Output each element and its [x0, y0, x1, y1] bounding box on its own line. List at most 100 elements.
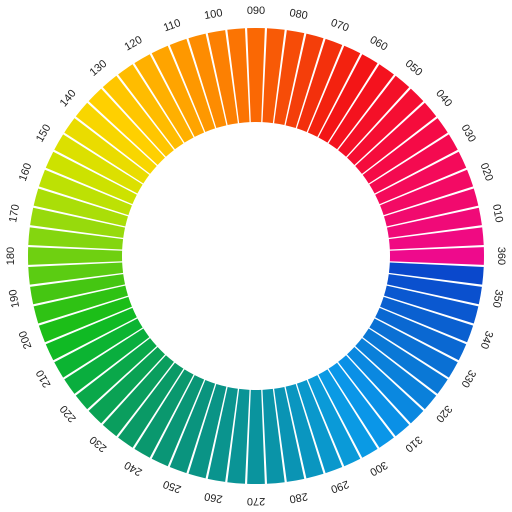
- angle-label-050: 050: [403, 58, 425, 79]
- color-segment-245: [151, 375, 205, 467]
- color-segment-240: [134, 369, 194, 458]
- angle-label-160: 160: [17, 161, 35, 182]
- color-segment-275: [262, 388, 285, 484]
- color-segment-305: [328, 362, 394, 448]
- angle-label-010: 010: [490, 203, 505, 223]
- angle-label-140: 140: [58, 88, 79, 110]
- color-segment-200: [38, 296, 132, 343]
- color-wheel-segments: [28, 28, 484, 484]
- color-segment-60: [318, 54, 378, 143]
- angle-label-290: 290: [329, 478, 350, 496]
- color-segment-185: [28, 262, 124, 285]
- color-segment-290: [296, 380, 343, 474]
- color-segment-30: [369, 134, 458, 194]
- color-segment-180: [28, 247, 123, 265]
- color-segment-190: [30, 274, 126, 305]
- color-segment-105: [188, 33, 227, 129]
- color-segment-25: [375, 151, 467, 205]
- angle-label-210: 210: [34, 368, 54, 390]
- angle-label-350: 350: [490, 288, 505, 308]
- color-segment-210: [54, 318, 143, 378]
- color-segment-215: [64, 328, 150, 394]
- color-segment-110: [169, 38, 216, 132]
- color-segment-95: [227, 28, 250, 124]
- angle-label-040: 040: [433, 88, 454, 110]
- color-segment-160: [38, 169, 132, 216]
- color-segment-125: [118, 64, 184, 150]
- angle-label-020: 020: [478, 161, 496, 182]
- color-segment-55: [328, 64, 394, 150]
- angle-label-090: 090: [247, 5, 265, 17]
- color-segment-310: [338, 355, 410, 437]
- color-segment-145: [64, 118, 150, 184]
- color-segment-255: [188, 383, 227, 479]
- angle-label-130: 130: [88, 58, 110, 79]
- color-segment-315: [347, 347, 424, 424]
- color-segment-340: [380, 296, 474, 343]
- angle-label-300: 300: [368, 458, 390, 478]
- angle-label-310: 310: [403, 433, 425, 454]
- color-segment-65: [307, 45, 361, 137]
- angle-label-110: 110: [162, 17, 183, 34]
- color-segment-220: [75, 338, 157, 410]
- color-segment-140: [75, 102, 157, 174]
- color-segment-150: [54, 134, 143, 194]
- angle-label-180: 180: [5, 247, 17, 265]
- color-segment-345: [383, 285, 479, 324]
- color-segment-85: [262, 28, 285, 124]
- color-segment-70: [296, 38, 343, 132]
- color-segment-285: [285, 383, 324, 479]
- color-segment-330: [369, 318, 458, 378]
- angle-label-190: 190: [7, 288, 22, 308]
- angle-label-030: 030: [458, 123, 478, 145]
- color-segment-350: [386, 274, 482, 305]
- color-segment-295: [307, 375, 361, 467]
- angle-label-320: 320: [433, 403, 454, 425]
- angle-label-200: 200: [17, 329, 35, 350]
- color-segment-5: [388, 227, 484, 250]
- color-segment-35: [362, 118, 448, 184]
- color-segment-40: [355, 102, 437, 174]
- color-segment-355: [388, 262, 484, 285]
- color-segment-135: [88, 88, 165, 165]
- angle-label-070: 070: [329, 17, 350, 35]
- color-segment-360: [389, 247, 484, 265]
- angle-label-250: 250: [161, 478, 182, 496]
- color-segment-100: [207, 30, 238, 126]
- color-segment-45: [347, 88, 424, 165]
- angle-label-120: 120: [123, 34, 145, 54]
- color-segment-165: [33, 188, 129, 227]
- color-segment-325: [362, 328, 448, 394]
- angle-label-230: 230: [88, 433, 110, 454]
- angle-label-080: 080: [288, 7, 308, 22]
- color-segment-250: [169, 380, 216, 474]
- angle-label-240: 240: [123, 458, 145, 478]
- angle-label-270: 270: [247, 495, 265, 507]
- color-segment-90: [247, 28, 265, 123]
- color-segment-280: [274, 386, 305, 482]
- color-segment-175: [28, 227, 124, 250]
- color-segment-270: [247, 389, 265, 484]
- color-segment-20: [380, 169, 474, 216]
- color-segment-205: [45, 307, 137, 361]
- color-segment-80: [274, 30, 305, 126]
- color-segment-320: [355, 338, 437, 410]
- angle-label-260: 260: [203, 490, 223, 505]
- color-segment-225: [88, 347, 165, 424]
- color-segment-195: [33, 285, 129, 324]
- color-segment-10: [386, 207, 482, 238]
- angle-label-060: 060: [368, 34, 390, 54]
- angle-label-340: 340: [478, 329, 496, 350]
- color-segment-335: [375, 307, 467, 361]
- color-segment-230: [102, 355, 174, 437]
- color-segment-235: [118, 362, 184, 448]
- color-segment-170: [30, 207, 126, 238]
- angle-label-150: 150: [34, 123, 54, 145]
- color-segment-300: [318, 369, 378, 458]
- color-segment-115: [151, 45, 205, 137]
- color-segment-75: [285, 33, 324, 129]
- color-segment-15: [383, 188, 479, 227]
- angle-label-330: 330: [458, 368, 478, 390]
